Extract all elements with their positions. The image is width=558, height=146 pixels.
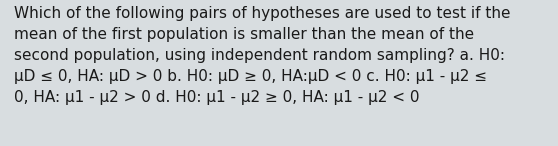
Text: Which of the following pairs of hypotheses are used to test if the
mean of the f: Which of the following pairs of hypothes… [14,6,511,105]
